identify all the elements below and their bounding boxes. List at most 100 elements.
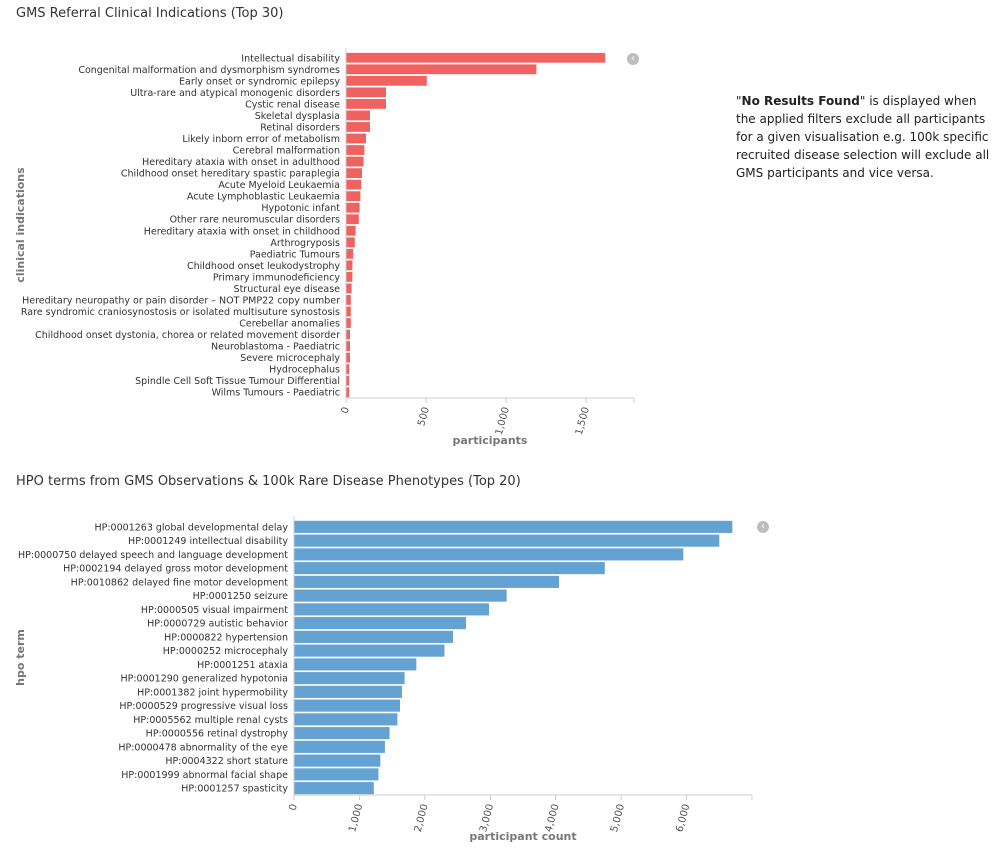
category-label: Acute Lymphoblastic Leukaemia <box>187 192 340 203</box>
chart-title-hpo-terms: HPO terms from GMS Observations & 100k R… <box>16 474 521 489</box>
bar-hp-0000729-autistic-behavior <box>294 617 467 630</box>
bar-childhood-onset-dystonia-chorea-or-related-movement-disorder <box>346 329 350 340</box>
category-label: Structural eye disease <box>234 284 341 295</box>
category-label: HP:0001263 global developmental delay <box>94 522 288 533</box>
category-label: Congenital malformation and dysmorphism … <box>78 65 340 76</box>
x-tick-label: 0 <box>288 803 300 812</box>
bar-other-rare-neuromuscular-disorders <box>346 214 359 225</box>
x-tick-label: 1,000 <box>347 803 365 834</box>
bar-neuroblastoma-paediatric <box>346 341 350 352</box>
bar-ultra-rare-and-atypical-monogenic-disorders <box>346 87 386 98</box>
x-tick-label: 4,000 <box>544 803 562 834</box>
bar-rare-syndromic-craniosynostosis-or-isolated-multisuture-synostosis <box>346 306 351 317</box>
category-label: Cerebral malformation <box>233 146 340 157</box>
category-label: Retinal disorders <box>260 122 340 133</box>
x-tick-label: 0 <box>340 406 352 415</box>
bar-hp-0001382-joint-hypermobility <box>294 685 402 698</box>
chart-title-clinical-indications: GMS Referral Clinical Indications (Top 3… <box>16 6 284 21</box>
category-label: Rare syndromic craniosynostosis or isola… <box>21 307 340 318</box>
bar-hp-0000505-visual-impairment <box>294 603 489 616</box>
category-label: HP:0000478 abnormality of the eye <box>118 742 288 753</box>
bar-wilms-tumours-paediatric <box>346 387 350 398</box>
bar-hp-0001251-ataxia <box>294 658 417 671</box>
category-label: Primary immunodeficiency <box>213 272 341 283</box>
bar-cerebellar-anomalies <box>346 318 351 328</box>
bar-hp-0000529-progressive-visual-loss <box>294 699 400 712</box>
bar-hp-0000252-microcephaly <box>294 644 445 657</box>
bar-retinal-disorders <box>346 122 370 132</box>
chevron-left-icon[interactable]: ‹ <box>757 521 769 533</box>
category-label: Neuroblastoma - Paediatric <box>211 342 340 353</box>
bar-cerebral-malformation <box>346 145 365 155</box>
category-label: Hereditary neuropathy or pain disorder –… <box>22 295 340 306</box>
category-label: HP:0000505 visual impairment <box>141 605 288 616</box>
category-label: Cerebellar anomalies <box>239 319 340 330</box>
category-label: HP:0001250 seizure <box>193 591 289 602</box>
bar-hereditary-ataxia-with-onset-in-childhood <box>346 225 356 236</box>
bar-paediatric-tumours <box>346 248 354 259</box>
bar-hp-0010862-delayed-fine-motor-development <box>294 575 559 588</box>
bar-childhood-onset-leukodystrophy <box>346 260 353 271</box>
bar-acute-lymphoblastic-leukaemia <box>346 191 361 202</box>
bar-hp-0000556-retinal-dystrophy <box>294 727 390 740</box>
bar-hp-0001257-spasticity <box>294 782 374 795</box>
y-axis-title: clinical indications <box>14 167 27 283</box>
bar-arthrogryposis <box>346 237 355 248</box>
note-text: " is displayed when the applied filters … <box>736 94 990 180</box>
bar-primary-immunodeficiency <box>346 271 353 282</box>
category-label: HP:0000729 autistic behavior <box>147 619 288 630</box>
category-label: Spindle Cell Soft Tissue Tumour Differen… <box>135 376 340 387</box>
category-label: HP:0000252 microcephaly <box>163 646 289 657</box>
x-tick-label: 6,000 <box>674 803 692 834</box>
bar-hp-0004322-short-stature <box>294 754 381 767</box>
bar-hp-0001263-global-developmental-delay <box>294 520 733 533</box>
note-quote-open: " <box>736 94 742 108</box>
bar-hereditary-neuropathy-or-pain-disorder-not-pmp22-copy-number <box>346 295 351 305</box>
bar-hp-0001250-seizure <box>294 589 507 602</box>
category-label: HP:0000750 delayed speech and language d… <box>18 550 288 561</box>
category-label: Intellectual disability <box>241 53 340 64</box>
category-label: Paediatric Tumours <box>250 249 340 260</box>
category-label: Wilms Tumours - Paediatric <box>212 388 340 399</box>
category-label: HP:0005562 multiple renal cysts <box>133 715 288 726</box>
category-label: Hydrocephalus <box>269 365 340 376</box>
x-tick-label: 2,000 <box>413 803 431 834</box>
bar-hp-0000478-abnormality-of-the-eye <box>294 740 385 753</box>
bar-congenital-malformation-and-dysmorphism-syndromes <box>346 64 537 75</box>
bar-hp-0000822-hypertension <box>294 630 453 643</box>
category-label: HP:0001249 intellectual disability <box>128 536 288 547</box>
category-label: HP:0001382 joint hypermobility <box>137 687 288 698</box>
bar-structural-eye-disease <box>346 283 352 294</box>
category-label: HP:0001999 abnormal facial shape <box>121 770 288 781</box>
x-tick-label: 5,000 <box>609 803 627 834</box>
bar-acute-myeloid-leukaemia <box>346 179 362 190</box>
bar-intellectual-disability <box>346 52 606 63</box>
x-tick-label: 500 <box>416 406 432 427</box>
category-label: HP:0000822 hypertension <box>164 632 288 643</box>
bar-hp-0005562-multiple-renal-cysts <box>294 713 398 726</box>
bar-hp-0001249-intellectual-disability <box>294 534 720 547</box>
x-axis-title: participant count <box>469 830 576 843</box>
category-label: HP:0010862 delayed fine motor developmen… <box>71 577 289 588</box>
bar-hydrocephalus <box>346 364 350 375</box>
category-label: Arthrogryposis <box>270 238 340 249</box>
category-label: HP:0000529 progressive visual loss <box>119 701 288 712</box>
bar-skeletal-dysplasia <box>346 110 370 121</box>
y-axis-title: hpo term <box>14 629 27 686</box>
category-label: Childhood onset dystonia, chorea or rela… <box>35 330 340 341</box>
category-label: HP:0001257 spasticity <box>181 784 288 795</box>
bar-childhood-onset-hereditary-spastic-paraplegia <box>346 168 362 179</box>
bar-hereditary-ataxia-with-onset-in-adulthood <box>346 156 364 167</box>
chevron-left-icon[interactable]: ‹ <box>627 53 639 65</box>
bar-hypotonic-infant <box>346 202 360 213</box>
bar-hp-0001999-abnormal-facial-shape <box>294 768 379 781</box>
category-label: Hereditary ataxia with onset in childhoo… <box>144 226 340 237</box>
bar-severe-microcephaly <box>346 352 350 363</box>
category-label: HP:0002194 delayed gross motor developme… <box>63 564 288 575</box>
category-label: Other rare neuromuscular disorders <box>170 215 340 226</box>
category-label: Acute Myeloid Leukaemia <box>218 180 340 191</box>
category-label: HP:0001251 ataxia <box>197 660 288 671</box>
category-label: HP:0000556 retinal dystrophy <box>146 729 289 740</box>
